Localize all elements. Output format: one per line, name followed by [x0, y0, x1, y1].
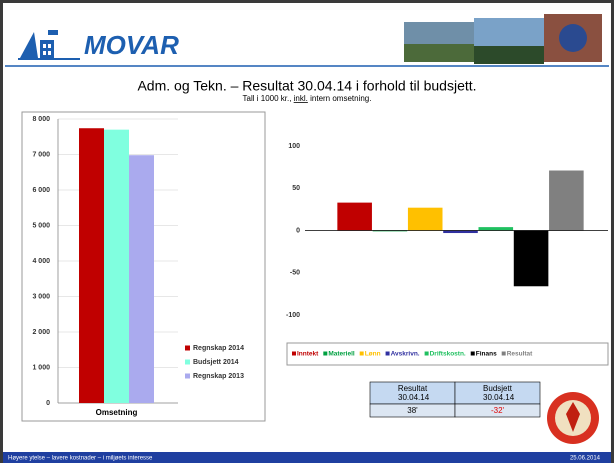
legend-label: Inntekt: [297, 351, 319, 358]
legend-label: Avskrivn.: [391, 351, 420, 358]
subtitle-part: intern omsetning.: [308, 94, 372, 103]
legend-label: Driftskostn.: [430, 351, 466, 358]
legend-frame: [286, 342, 609, 366]
y-tick-label: 8 000: [32, 116, 50, 123]
bar: [407, 207, 443, 231]
y-tick-label: 4 000: [32, 258, 50, 265]
legend-label: Lønn: [365, 351, 381, 358]
y-tick-label: 1 000: [32, 364, 50, 371]
legend-label: Materiell: [328, 351, 355, 358]
logo-icon: [18, 30, 80, 60]
result-table: [369, 381, 541, 418]
y-tick-label: 0: [46, 400, 50, 407]
header-photos: [404, 14, 602, 64]
y-tick-label: -100: [286, 312, 300, 319]
y-tick-label: 2 000: [32, 329, 50, 336]
legend-swatch: [385, 351, 390, 356]
table-header: Budsjett 30.04.14: [481, 384, 515, 402]
legend-swatch: [185, 373, 190, 379]
y-tick-label: 7 000: [32, 151, 50, 158]
bar: [443, 230, 478, 234]
bar: [129, 155, 154, 403]
title: Adm. og Tekn. – Resultat 30.04.14 i forh…: [137, 78, 476, 94]
footer-bar: [3, 452, 611, 463]
y-tick-label: 3 000: [32, 293, 50, 300]
legend-label: Finans: [476, 351, 497, 358]
table-cell: -32': [491, 406, 505, 415]
legend-swatch: [323, 351, 328, 356]
legend-swatch: [185, 359, 190, 365]
legend-label: Regnskap 2013: [193, 373, 244, 380]
subtitle-part: Tall i 1000 kr.,: [243, 94, 294, 103]
table-header: Resultat 30.04.14: [396, 384, 430, 402]
bar: [372, 230, 408, 232]
bar: [79, 128, 104, 404]
legend-swatch: [359, 351, 364, 356]
logo-text: MOVAR: [84, 30, 179, 60]
footer-right: 25.06.2014: [570, 456, 601, 462]
legend-swatch: [424, 351, 429, 356]
x-tick-label: Omsetning: [96, 408, 138, 417]
emblem: [547, 392, 599, 444]
legend-swatch: [501, 351, 506, 356]
legend-swatch: [470, 351, 475, 356]
bar: [478, 227, 514, 231]
footer-left: Høyere ytelse – lavere kostnader – i mil…: [8, 456, 153, 462]
y-tick-label: 0: [296, 227, 300, 234]
bar: [104, 129, 129, 403]
table-cell: 38': [407, 406, 418, 415]
y-tick-label: 50: [292, 185, 300, 192]
chart-frame: [21, 111, 266, 422]
legend-swatch: [292, 351, 296, 356]
subtitle-part: inkl.: [294, 94, 308, 103]
subtitle: Tall i 1000 kr., inkl. intern omsetning.: [243, 94, 372, 103]
y-tick-label: 5 000: [32, 222, 50, 229]
legend-label: Budsjett 2014: [193, 359, 239, 366]
y-tick-label: 6 000: [32, 187, 50, 194]
legend-label: Regnskap 2014: [193, 345, 244, 352]
bar: [337, 202, 372, 231]
bar: [513, 230, 549, 287]
y-tick-label: 100: [288, 143, 300, 150]
legend-label: Resultat: [507, 351, 533, 358]
y-tick-label: -50: [290, 270, 300, 277]
bar: [549, 170, 584, 231]
legend-swatch: [185, 345, 190, 351]
